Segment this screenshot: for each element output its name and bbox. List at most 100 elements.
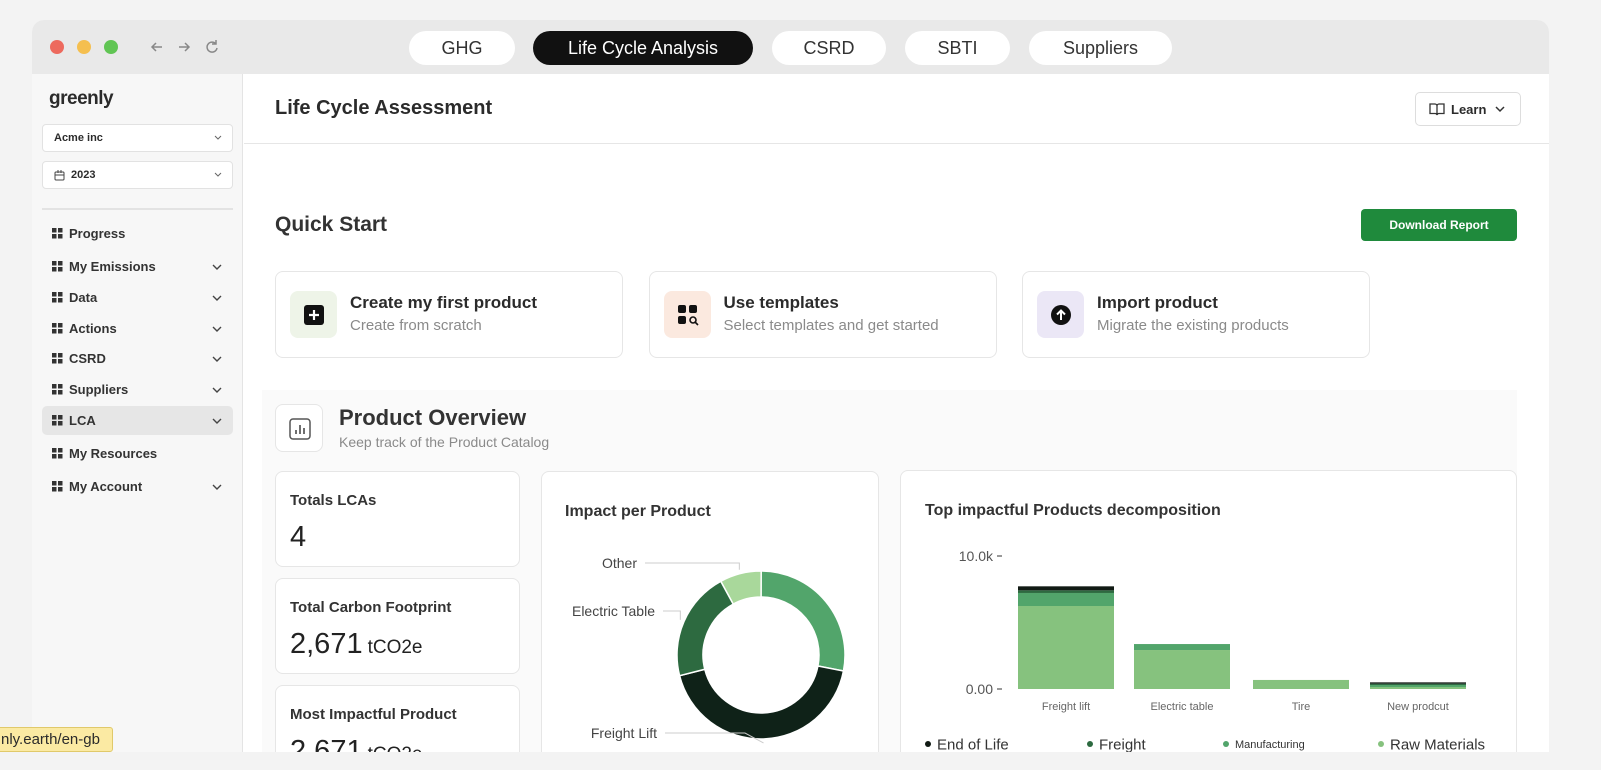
menu-item[interactable]: My Resources bbox=[42, 439, 233, 468]
menu-item[interactable]: Progress bbox=[42, 219, 233, 248]
legend-marker bbox=[1223, 741, 1229, 747]
slice-label: Electric Table bbox=[572, 603, 655, 619]
bar-segment bbox=[1370, 687, 1466, 689]
chevron bbox=[212, 326, 222, 332]
legend-label: Freight bbox=[1099, 736, 1147, 752]
stat-value: 2,671 tCO2e bbox=[290, 735, 423, 752]
menu-label: Suppliers bbox=[69, 382, 129, 397]
menu-label: Actions bbox=[69, 321, 117, 336]
menu-item[interactable]: Data bbox=[42, 283, 233, 312]
tab[interactable]: CSRD bbox=[772, 31, 886, 65]
card-subtitle: Create from scratch bbox=[350, 317, 482, 334]
year-select[interactable]: 2023 bbox=[42, 161, 233, 189]
overview-icon bbox=[275, 404, 323, 452]
chevron bbox=[212, 418, 222, 424]
reload-button[interactable] bbox=[206, 40, 218, 53]
bar-segment bbox=[1018, 586, 1114, 591]
stat-number: 4 bbox=[290, 521, 307, 553]
close-button[interactable] bbox=[50, 40, 64, 54]
chevron bbox=[212, 484, 222, 490]
menu-icon bbox=[52, 415, 63, 426]
x-tick-label: Tire bbox=[1292, 701, 1311, 713]
donut-segment bbox=[678, 665, 845, 740]
y-tick-label: 0.00 bbox=[966, 681, 993, 697]
minimize-button[interactable] bbox=[77, 40, 91, 54]
divider bbox=[42, 208, 233, 210]
y-tick-label: 10.0k bbox=[959, 548, 994, 564]
menu-item[interactable]: My Account bbox=[42, 472, 233, 501]
stat-card: Most Impactful Product 2,671 tCO2e bbox=[275, 685, 520, 752]
legend-label: Raw Materials bbox=[1390, 736, 1485, 752]
card-icon bbox=[290, 291, 337, 338]
page-title: Life Cycle Assessment bbox=[275, 97, 493, 119]
tab[interactable]: SBTI bbox=[905, 31, 1010, 65]
stat-label: Totals LCAs bbox=[290, 492, 377, 509]
browser-window: GHG Life Cycle Analysis CSRD SBTI Suppliers … bbox=[32, 20, 1549, 752]
stat-label: Total Carbon Footprint bbox=[290, 599, 452, 616]
learn-label: Learn bbox=[1451, 101, 1487, 117]
download-button[interactable]: Download Report bbox=[1361, 209, 1517, 241]
donut-segment bbox=[760, 570, 846, 672]
menu-item[interactable]: Suppliers bbox=[42, 375, 233, 404]
overview-subtitle: Keep track of the Product Catalog bbox=[339, 434, 550, 450]
page-header: Life Cycle Assessment Learn bbox=[244, 74, 1549, 144]
menu-item[interactable]: LCA bbox=[42, 406, 233, 435]
slice-label: Freight Lift bbox=[591, 725, 657, 741]
menu-icon bbox=[52, 481, 63, 492]
action-card[interactable]: Create my first product Create from scrat… bbox=[275, 271, 623, 358]
legend-marker bbox=[1378, 741, 1384, 747]
stat-value: 4 bbox=[290, 521, 306, 554]
charts-layer: Impact per Product Other Freight Lift Elect… bbox=[565, 502, 1485, 752]
menu-icon bbox=[52, 261, 63, 272]
stat-unit: tCO2e bbox=[368, 744, 423, 752]
bar-segment bbox=[1253, 679, 1349, 689]
maximize-button[interactable] bbox=[104, 40, 118, 54]
bar-segment bbox=[1018, 606, 1114, 689]
menu-item[interactable]: CSRD bbox=[42, 344, 233, 373]
icon bbox=[677, 305, 699, 326]
bar-segment bbox=[1018, 592, 1114, 607]
stat-label: Most Impactful Product bbox=[290, 706, 457, 723]
tab[interactable]: GHG bbox=[409, 31, 515, 65]
leader-line bbox=[645, 562, 740, 570]
action-card[interactable]: Use templates Select templates and get st… bbox=[648, 271, 997, 358]
sidebar: greenly Acme inc 2023 Progress My Emissio… bbox=[32, 74, 243, 752]
icon bbox=[1051, 305, 1071, 325]
x-tick-label: New prodcut bbox=[1387, 701, 1449, 713]
back-button[interactable] bbox=[150, 42, 162, 52]
browser-toolbar: GHG Life Cycle Analysis CSRD SBTI Suppliers bbox=[32, 20, 1549, 74]
chevron bbox=[212, 295, 222, 301]
calendar-icon bbox=[54, 170, 65, 181]
legend-marker bbox=[925, 741, 931, 747]
menu-icon bbox=[52, 448, 63, 459]
company-select[interactable]: Acme inc bbox=[42, 124, 233, 152]
stat-card: Totals LCAs 4 bbox=[275, 471, 520, 567]
stat-number: 2,671 bbox=[290, 628, 363, 660]
tab[interactable]: Suppliers bbox=[1029, 31, 1172, 65]
legend-label: End of Life bbox=[937, 736, 1009, 752]
chevron bbox=[212, 264, 222, 270]
tab[interactable]: Life Cycle Analysis bbox=[533, 31, 753, 65]
menu-label: My Account bbox=[69, 479, 143, 494]
learn-button[interactable]: Learn bbox=[1415, 92, 1521, 126]
menu-item[interactable]: Actions bbox=[42, 314, 233, 343]
menu-icon bbox=[52, 353, 63, 364]
window-controls bbox=[50, 40, 218, 54]
forward-button[interactable] bbox=[179, 42, 191, 52]
overview-title: Product Overview bbox=[339, 405, 527, 430]
bar-segment bbox=[1134, 650, 1230, 689]
action-card[interactable]: Import product Migrate the existing produ… bbox=[1022, 271, 1370, 358]
bar-segment bbox=[1370, 685, 1466, 688]
section-title: Quick Start bbox=[275, 213, 388, 236]
chevron bbox=[214, 135, 222, 140]
chevron bbox=[214, 172, 222, 177]
leader-line bbox=[663, 610, 681, 620]
stat-number: 2,671 bbox=[290, 735, 363, 752]
slice-label: Other bbox=[602, 555, 637, 571]
menu-icon bbox=[52, 384, 63, 395]
card-title: Import product bbox=[1097, 293, 1218, 312]
stat-unit: tCO2e bbox=[367, 637, 423, 658]
menu-item[interactable]: My Emissions bbox=[42, 252, 233, 281]
donut-segment bbox=[676, 580, 735, 677]
